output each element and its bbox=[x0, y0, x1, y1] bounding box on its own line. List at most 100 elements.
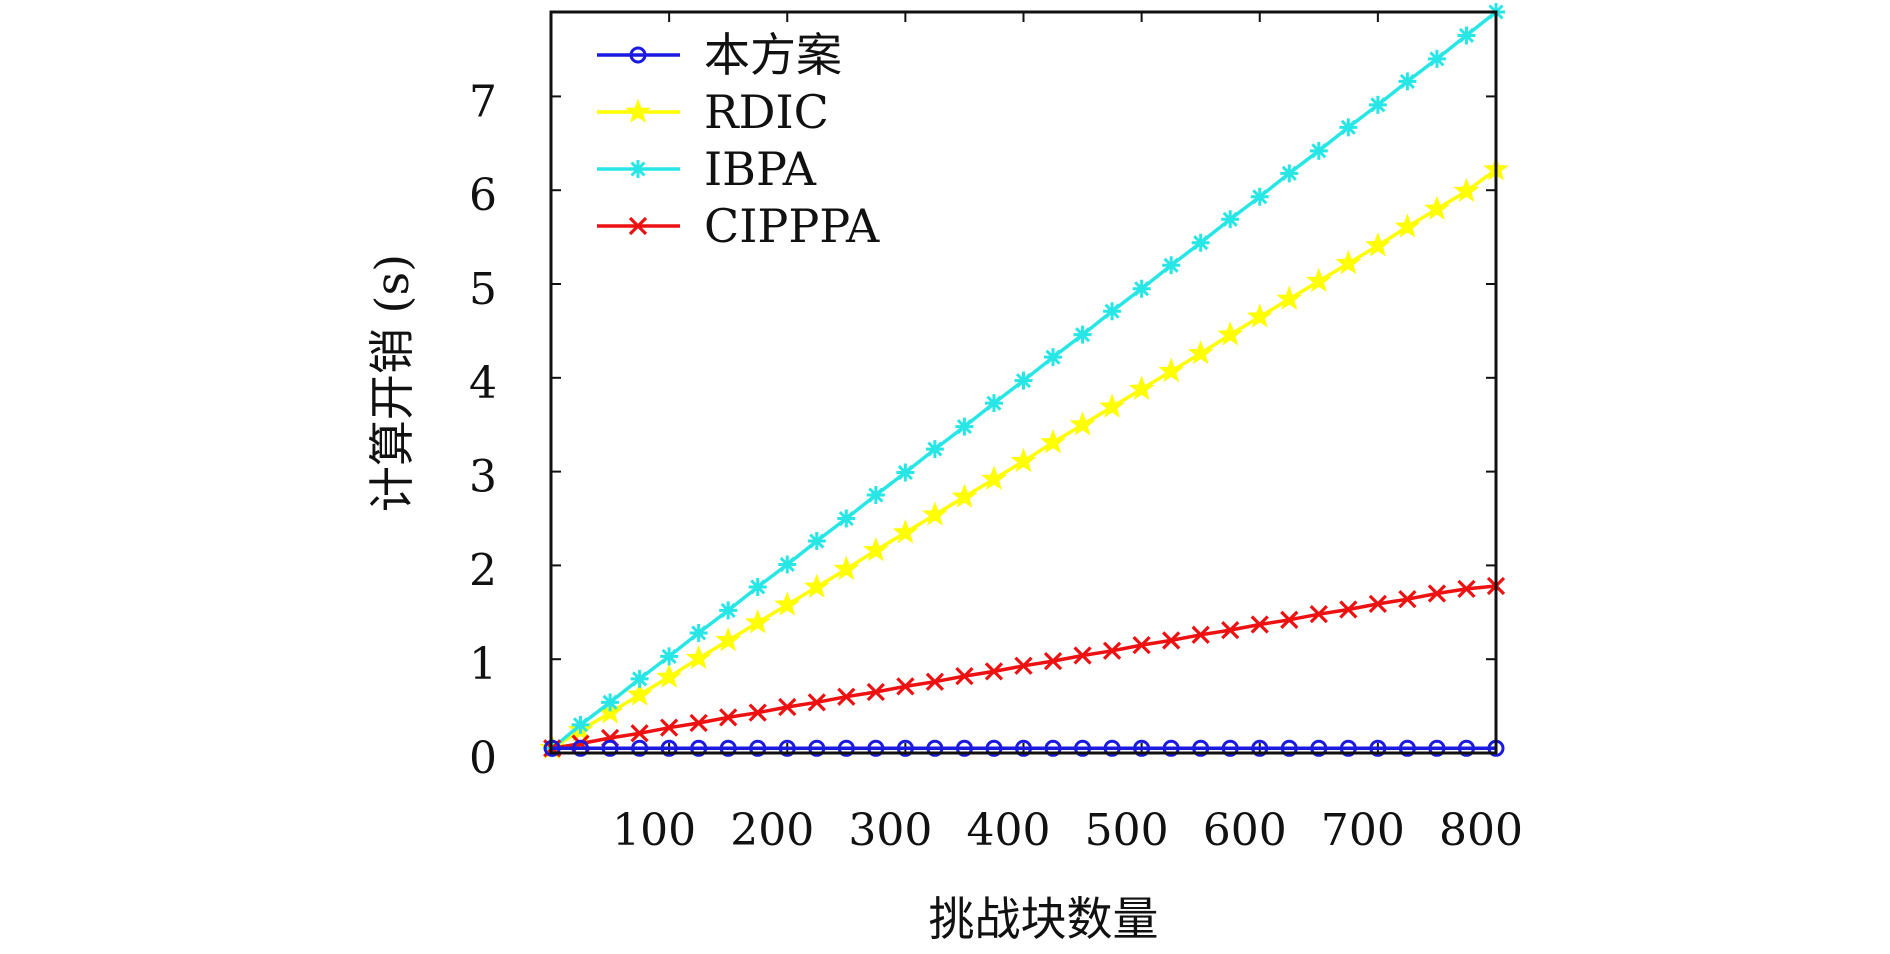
data-point bbox=[1428, 739, 1446, 757]
y-tick-label: 1 bbox=[469, 639, 497, 690]
legend-marker bbox=[629, 160, 647, 178]
x-axis: 100 200 300 400 500 600 700 800 bbox=[612, 12, 1523, 856]
data-point bbox=[833, 555, 860, 581]
data-point bbox=[1191, 625, 1210, 644]
data-point bbox=[955, 417, 974, 436]
x-tick-label: 700 bbox=[1321, 805, 1405, 856]
data-point bbox=[807, 693, 826, 712]
series-0 bbox=[543, 739, 1505, 757]
data-point bbox=[1310, 739, 1328, 757]
y-tick-label: 6 bbox=[469, 170, 497, 221]
data-point bbox=[1427, 49, 1446, 68]
data-point bbox=[719, 708, 738, 727]
y-tick-label: 3 bbox=[469, 452, 497, 503]
y-tick-label: 7 bbox=[469, 76, 497, 127]
data-point bbox=[1398, 72, 1417, 91]
data-point bbox=[808, 739, 826, 757]
data-point bbox=[1251, 739, 1269, 757]
legend-label: CIPPPA bbox=[704, 199, 880, 253]
data-point bbox=[778, 555, 797, 574]
data-point bbox=[1044, 348, 1063, 367]
data-point bbox=[1335, 249, 1362, 275]
data-point bbox=[837, 739, 855, 757]
data-point bbox=[1246, 303, 1273, 328]
data-point bbox=[1398, 739, 1416, 757]
data-point bbox=[689, 623, 708, 642]
data-point bbox=[1457, 739, 1475, 757]
y-tick-label: 2 bbox=[469, 545, 497, 596]
data-point bbox=[867, 739, 885, 757]
data-point bbox=[1427, 584, 1447, 603]
y-tick-label: 5 bbox=[469, 264, 497, 315]
data-point bbox=[1069, 411, 1096, 436]
data-point bbox=[656, 663, 682, 688]
series-3 bbox=[543, 576, 1506, 758]
data-point bbox=[1309, 605, 1328, 624]
data-point bbox=[1221, 620, 1240, 640]
data-point bbox=[630, 724, 649, 743]
x-tick-label: 300 bbox=[848, 805, 932, 856]
data-point bbox=[1398, 590, 1417, 609]
data-point bbox=[1368, 95, 1387, 114]
x-tick-label: 600 bbox=[1203, 805, 1287, 856]
data-point bbox=[1457, 26, 1476, 45]
data-point bbox=[1044, 739, 1062, 757]
data-point bbox=[922, 501, 948, 526]
data-point bbox=[1010, 447, 1037, 473]
data-point bbox=[1162, 631, 1181, 650]
data-point bbox=[1369, 739, 1387, 757]
data-point bbox=[1074, 739, 1092, 757]
data-point bbox=[689, 713, 708, 733]
data-point bbox=[1250, 615, 1269, 634]
x-tick-label: 100 bbox=[612, 805, 696, 856]
data-point bbox=[1221, 210, 1240, 229]
data-point bbox=[1103, 739, 1121, 757]
data-point bbox=[1073, 325, 1092, 344]
data-point bbox=[984, 662, 1004, 681]
data-point bbox=[1014, 371, 1033, 390]
series-group bbox=[539, 3, 1509, 760]
data-point bbox=[1162, 739, 1180, 757]
data-point bbox=[807, 532, 826, 551]
data-point bbox=[951, 483, 978, 508]
data-point bbox=[719, 601, 738, 620]
data-point bbox=[1132, 636, 1151, 655]
data-point bbox=[1424, 195, 1450, 220]
data-point bbox=[630, 669, 649, 688]
legend-item: CIPPPA bbox=[597, 199, 880, 253]
data-point bbox=[744, 609, 771, 634]
legend-marker bbox=[628, 216, 648, 236]
data-point bbox=[1280, 164, 1299, 183]
data-point bbox=[660, 739, 678, 757]
series-2 bbox=[543, 3, 1505, 758]
legend-item: 本方案 bbox=[597, 28, 842, 82]
data-point bbox=[1365, 232, 1391, 257]
data-point bbox=[1453, 177, 1480, 203]
data-point bbox=[1339, 600, 1358, 619]
plot-frame bbox=[549, 10, 1498, 755]
data-point bbox=[631, 739, 649, 757]
data-point bbox=[1103, 302, 1122, 321]
data-point bbox=[1040, 429, 1066, 454]
data-point bbox=[863, 536, 889, 562]
data-point bbox=[1043, 651, 1063, 671]
y-axis-title: 计算开销 (s) bbox=[365, 254, 419, 512]
data-point bbox=[1339, 118, 1358, 137]
data-point bbox=[685, 644, 712, 670]
data-point bbox=[1280, 610, 1299, 629]
data-point bbox=[837, 687, 856, 706]
data-point bbox=[892, 519, 919, 544]
legend-marker bbox=[629, 46, 647, 64]
data-point bbox=[1133, 739, 1151, 757]
data-point bbox=[659, 718, 679, 737]
data-point bbox=[866, 682, 885, 702]
data-point bbox=[804, 573, 830, 598]
y-tick-label: 0 bbox=[469, 733, 497, 784]
data-point bbox=[1276, 285, 1303, 310]
data-point bbox=[1158, 357, 1184, 383]
data-point bbox=[1368, 594, 1388, 613]
legend-marker bbox=[625, 98, 651, 123]
data-point bbox=[1162, 256, 1181, 275]
